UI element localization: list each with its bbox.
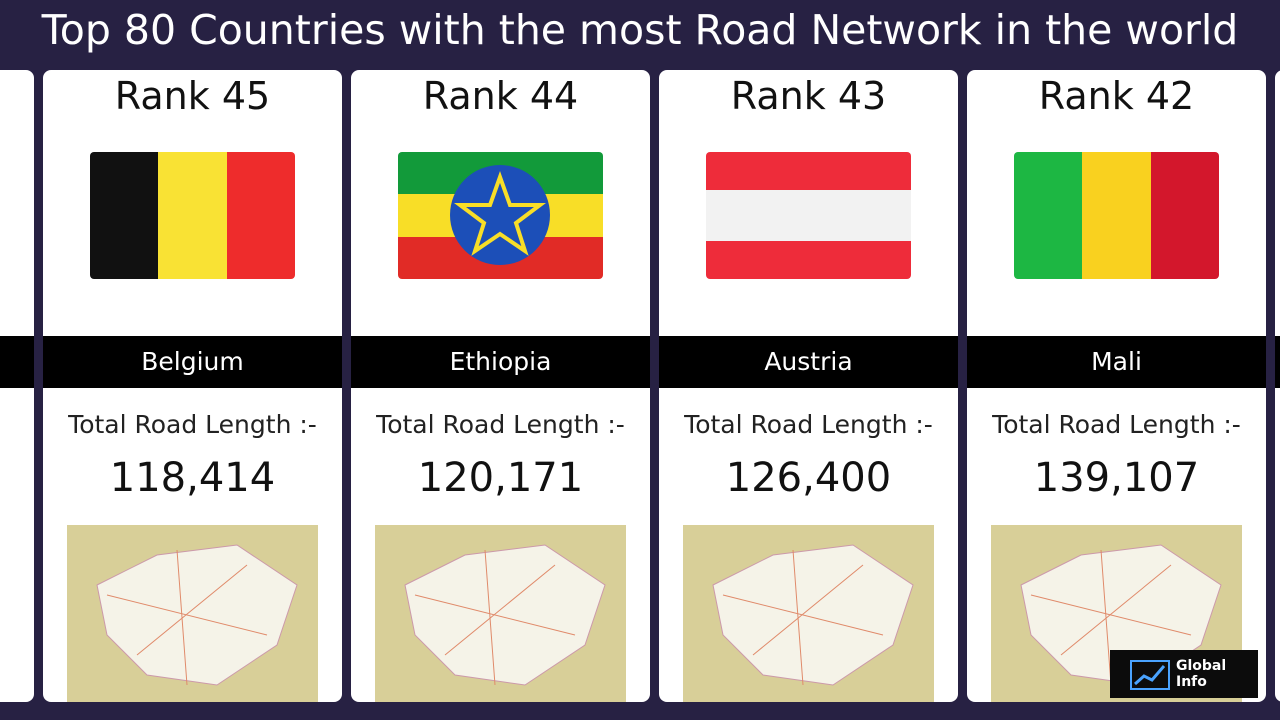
flag <box>1014 152 1219 279</box>
country-name: Austria <box>659 336 958 388</box>
length-label: Total Road Length :- <box>68 410 317 439</box>
partial-card <box>1275 70 1280 702</box>
rank: Rank 44 <box>422 74 579 118</box>
map <box>375 525 626 702</box>
length-label: Total Road Length :- <box>376 410 625 439</box>
length-value: 120,171 <box>417 455 584 501</box>
length-value: 139,107 <box>1033 455 1200 501</box>
map <box>67 525 318 702</box>
length-label: Total Road Length :- <box>684 410 933 439</box>
watermark-line: Global <box>1176 658 1227 674</box>
watermark-line: Info <box>1176 674 1207 690</box>
title: Top 80 Countries with the most Road Netw… <box>41 6 1239 54</box>
country-card: Rank 45 Belgium Total Road Length :- 118,41… <box>43 70 342 702</box>
length-label: Total Road Length :- <box>992 410 1241 439</box>
flag <box>90 152 295 279</box>
rank: Rank 45 <box>114 74 271 118</box>
rank: Rank 43 <box>730 74 887 118</box>
country-name: Belgium <box>43 336 342 388</box>
flag <box>706 152 911 279</box>
flag <box>398 152 603 279</box>
country-card: Rank 43 Austria Total Road Length :- 126,40… <box>659 70 958 702</box>
partial-card <box>0 70 34 702</box>
length-value: 126,400 <box>725 455 892 501</box>
country-name: Ethiopia <box>351 336 650 388</box>
length-value: 118,414 <box>109 455 276 501</box>
country-name: Mali <box>967 336 1266 388</box>
country-card: Rank 42 Mali Total Road Length :- 139,107 <box>967 70 1266 702</box>
watermark: Global Info <box>1110 650 1258 698</box>
logo <box>1130 660 1170 690</box>
rank: Rank 42 <box>1038 74 1195 118</box>
country-card: Rank 44 Ethiopia Total Road Length :- 120,1… <box>351 70 650 702</box>
map <box>683 525 934 702</box>
